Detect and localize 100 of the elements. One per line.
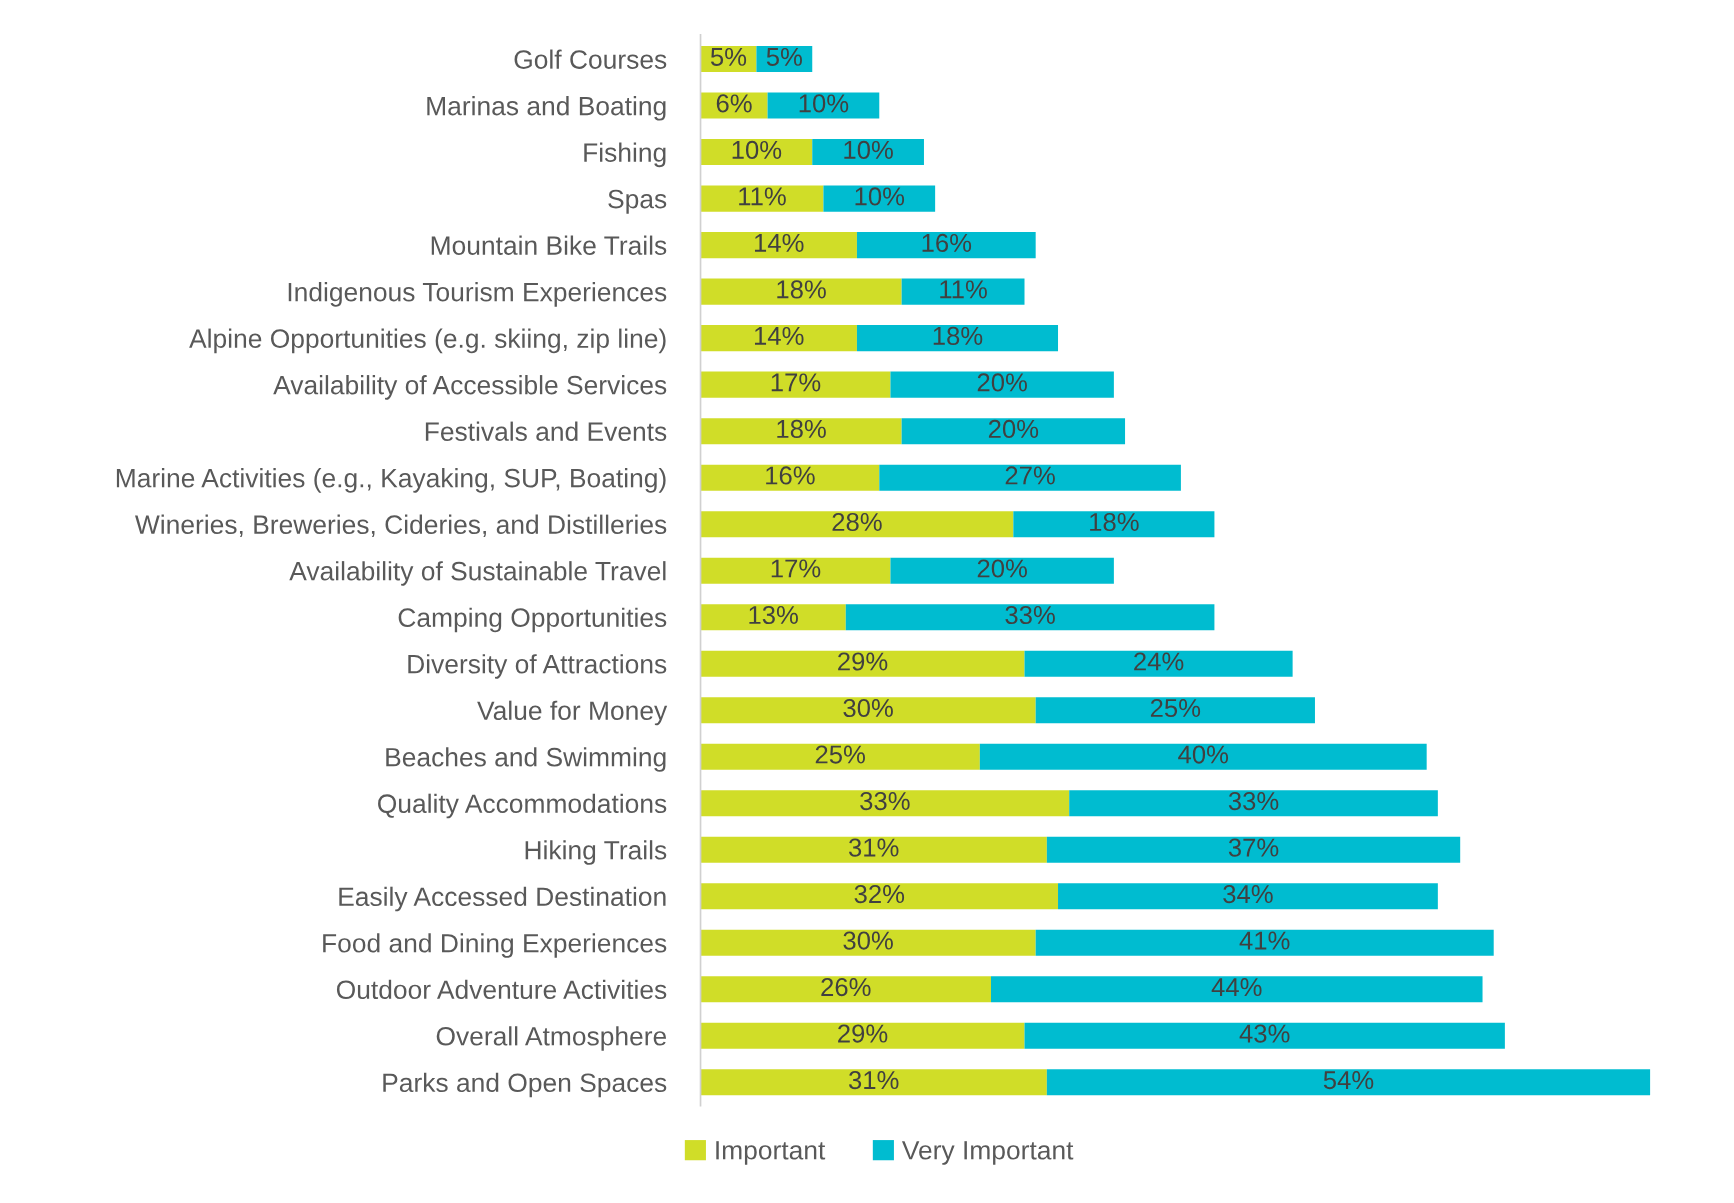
bar xyxy=(700,976,991,1003)
data-label: 24% xyxy=(1134,652,1184,671)
y-tick-label: Indigenous Tourism Experiences xyxy=(288,282,667,307)
bar xyxy=(845,604,1215,631)
data-label: 14% xyxy=(754,233,804,252)
data-label: 18% xyxy=(777,419,826,439)
y-tick-label: Marinas and Boating xyxy=(427,96,666,121)
data-label: 11% xyxy=(739,187,786,206)
y-tick-label: Easily Accessed Destination xyxy=(339,886,666,912)
y-tick-label: Golf Courses xyxy=(514,49,667,69)
data-label: 10% xyxy=(855,187,905,206)
y-tick-label: Value for Money xyxy=(477,700,668,726)
bar xyxy=(700,883,1059,910)
data-label: 18% xyxy=(777,280,826,299)
y-tick-label: Parks and Open Spaces xyxy=(383,1072,667,1098)
data-label: 17% xyxy=(771,373,821,392)
y-tick-label: Availability of Accessible Services xyxy=(273,375,667,400)
y-tick-label: Food and Dining Experiences xyxy=(323,933,667,958)
bar xyxy=(700,418,902,445)
bar xyxy=(1046,836,1461,863)
bar xyxy=(700,371,891,398)
bar xyxy=(1069,790,1438,817)
y-tick-label: Beaches and Swimming xyxy=(386,747,666,772)
bar xyxy=(856,325,1059,352)
data-label: 25% xyxy=(1150,698,1201,718)
bar xyxy=(823,185,936,212)
y-tick-label: Outdoor Adventure Activities xyxy=(336,979,667,1000)
data-label: 33% xyxy=(1005,605,1055,625)
bar xyxy=(901,278,1025,305)
bar xyxy=(700,185,824,212)
data-label: 33% xyxy=(860,791,910,811)
bar xyxy=(700,650,1025,677)
data-label: 17% xyxy=(771,559,821,578)
data-label: 11% xyxy=(940,280,987,299)
data-label: 18% xyxy=(1090,512,1139,532)
y-tick-label: Marine Activities (e.g., Kayaking, SUP, Boating) xyxy=(116,468,666,493)
bar xyxy=(700,232,857,259)
data-label: 29% xyxy=(838,1024,888,1043)
bar xyxy=(700,464,880,491)
y-tick-label: Overall Atmosphere xyxy=(436,1026,667,1051)
y-tick-label: Mountain Bike Trails xyxy=(431,235,667,255)
bar xyxy=(700,325,857,352)
data-label: 25% xyxy=(815,745,865,764)
bar xyxy=(990,976,1483,1003)
bar xyxy=(856,232,1036,259)
y-tick-label: Availability of Sustainable Travel xyxy=(289,561,666,586)
bar xyxy=(700,604,846,631)
bar xyxy=(767,92,880,119)
bar xyxy=(979,743,1427,770)
data-label: 37% xyxy=(1228,838,1279,857)
data-label: 20% xyxy=(977,373,1027,392)
data-label: 5% xyxy=(710,47,747,66)
data-label: 10% xyxy=(732,140,782,159)
data-label: 28% xyxy=(832,512,882,532)
data-label: 27% xyxy=(1005,466,1055,485)
bar xyxy=(1035,929,1494,956)
data-label: 31% xyxy=(848,1071,899,1090)
bar xyxy=(812,139,924,166)
y-tick-label: Diversity of Attractions xyxy=(408,654,667,679)
data-label: 44% xyxy=(1211,978,1262,997)
bar xyxy=(700,743,980,770)
y-tick-label: Wineries, Breweries, Cideries, and Distilleries xyxy=(135,514,667,538)
data-label: 10% xyxy=(799,94,849,113)
bar xyxy=(901,418,1126,445)
data-label: 31% xyxy=(848,838,899,857)
data-label: 10% xyxy=(844,140,893,159)
bar xyxy=(700,929,1036,956)
legend-label: Very Important xyxy=(901,1141,1074,1165)
bar xyxy=(700,1069,1047,1096)
data-label: 41% xyxy=(1239,931,1290,950)
bar xyxy=(700,790,1070,817)
bar xyxy=(1024,650,1293,677)
data-label: 16% xyxy=(922,233,972,253)
y-tick-label: Alpine Opportunities (e.g. skiing, zip line) xyxy=(189,328,666,354)
data-label: 14% xyxy=(754,326,804,345)
data-label: 34% xyxy=(1223,884,1273,904)
bar xyxy=(890,371,1114,398)
y-tick-label: Fishing xyxy=(584,142,666,168)
data-label: 40% xyxy=(1178,745,1229,764)
data-label: 18% xyxy=(933,326,983,346)
bar xyxy=(1035,697,1315,724)
bar xyxy=(700,139,813,166)
bar xyxy=(700,697,1036,724)
bar xyxy=(1058,883,1438,910)
data-label: 54% xyxy=(1323,1071,1374,1090)
bar xyxy=(700,836,1047,863)
bar xyxy=(1046,1069,1651,1096)
y-tick-label: Quality Accommodations xyxy=(378,793,667,819)
data-label: 32% xyxy=(854,884,905,904)
data-label: 29% xyxy=(838,652,888,671)
y-tick-label: Hiking Trails xyxy=(525,840,667,865)
bar xyxy=(700,557,891,584)
data-label: 16% xyxy=(766,466,815,485)
bar xyxy=(879,464,1181,491)
data-label: 30% xyxy=(843,931,893,950)
y-tick-label: Spas xyxy=(608,189,667,214)
bar xyxy=(700,1022,1025,1049)
bar xyxy=(700,278,902,305)
data-label: 33% xyxy=(1228,791,1279,811)
bar xyxy=(1024,1022,1505,1049)
